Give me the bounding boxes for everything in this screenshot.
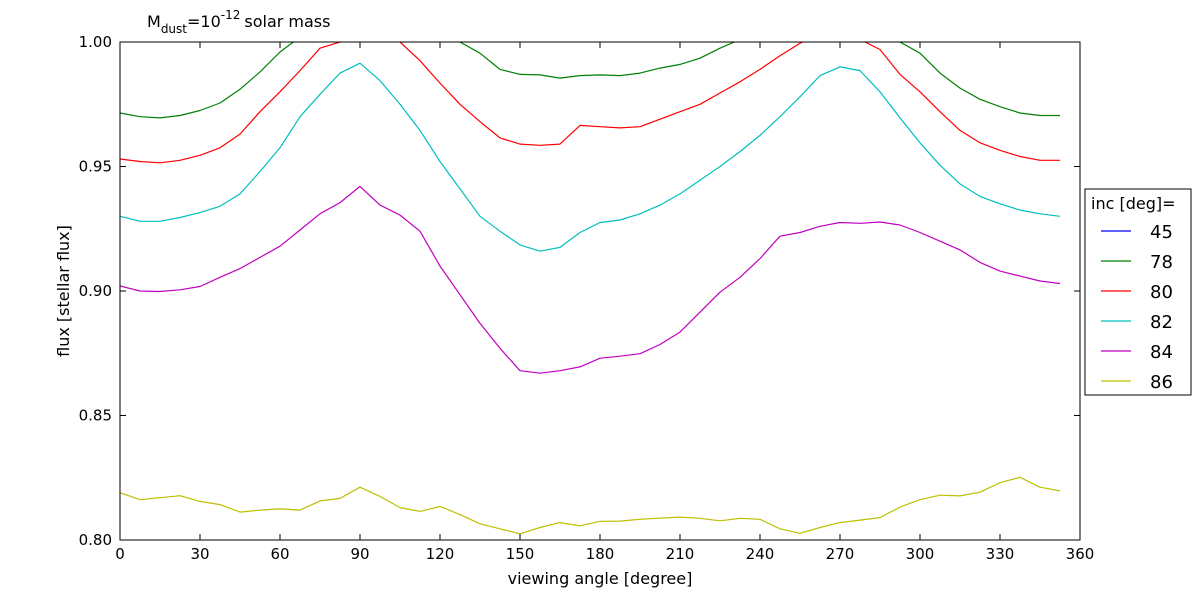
series-line-78	[120, 42, 1060, 119]
series-line-80	[120, 42, 1060, 164]
legend-label-78: 78	[1150, 252, 1173, 273]
y-tick-label-0: 0.80	[79, 531, 112, 549]
x-tick-label-12: 360	[1066, 545, 1095, 563]
series-line-84	[120, 185, 1061, 374]
x-tick-label-4: 120	[426, 545, 455, 563]
x-tick-label-10: 300	[906, 545, 935, 563]
series-line-86	[120, 476, 1061, 535]
legend-label-45: 45	[1150, 222, 1173, 243]
y-tick-label-4: 1.00	[79, 33, 112, 51]
x-tick-label-2: 60	[270, 545, 289, 563]
y-axis-label: flux [stellar flux]	[54, 225, 73, 357]
x-tick-label-7: 210	[666, 545, 695, 563]
legend-label-84: 84	[1150, 342, 1173, 363]
ticks-layer: 0 30 60 90 120 150 180 210 240 270 300 330 360 0.80 0.…	[79, 33, 1095, 563]
y-tick-label-1: 0.85	[79, 407, 112, 425]
x-tick-label-6: 180	[586, 545, 615, 563]
legend-items: 45 78 80 82 84 86	[1101, 222, 1173, 393]
x-tick-label-0: 0	[115, 545, 125, 563]
legend-label-80: 80	[1150, 282, 1173, 303]
x-tick-label-1: 30	[190, 545, 209, 563]
x-tick-label-11: 330	[986, 545, 1015, 563]
legend-title: inc [deg]=	[1091, 194, 1176, 213]
x-tick-label-3: 90	[350, 545, 369, 563]
chart-title: Mdust=10-12 solar mass	[147, 8, 330, 36]
y-tick-label-3: 0.95	[79, 158, 112, 176]
series-line-82	[120, 62, 1061, 252]
plot-area	[120, 42, 1080, 540]
plot-frame	[119, 41, 1081, 541]
legend-label-82: 82	[1150, 312, 1173, 333]
legend: inc [deg]= 45 78 80 82 84 86	[1084, 188, 1192, 396]
y-tick-label-2: 0.90	[79, 282, 112, 300]
legend-box	[1084, 188, 1192, 396]
x-tick-label-5: 150	[506, 545, 535, 563]
x-tick-label-9: 270	[826, 545, 855, 563]
x-axis-label: viewing angle [degree]	[508, 569, 693, 588]
legend-label-86: 86	[1150, 372, 1173, 393]
x-tick-label-8: 240	[746, 545, 775, 563]
series-layer	[120, 42, 1061, 535]
